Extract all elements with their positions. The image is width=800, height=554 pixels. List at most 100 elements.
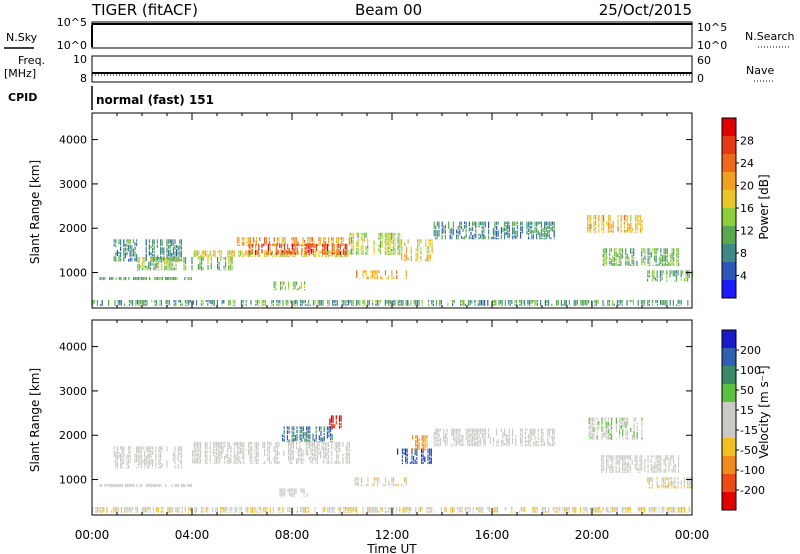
echo-cell [650, 251, 652, 258]
echo-cell [647, 455, 649, 463]
echo-cell [299, 285, 301, 289]
echo-cell [242, 300, 244, 304]
echo-cell [673, 256, 675, 262]
echo-cell [281, 488, 283, 493]
echo-cell [224, 456, 226, 461]
echo-cell [445, 507, 447, 512]
echo-cell [644, 507, 646, 513]
echo-cell [280, 286, 282, 291]
echo-cell [462, 236, 464, 240]
echo-cell [416, 435, 418, 443]
echo-cell [355, 251, 358, 255]
echo-cell [152, 512, 154, 513]
echo-cell [495, 300, 497, 306]
echo-cell [657, 460, 659, 463]
echo-cell [254, 240, 256, 243]
echo-cell [309, 426, 311, 430]
echo-cell [155, 461, 157, 467]
echo-cell [347, 457, 349, 461]
echo-cell [621, 248, 624, 254]
echo-cell [170, 257, 172, 262]
echo-cell [347, 461, 349, 464]
echo-cell [497, 221, 499, 225]
echo-cell [653, 255, 656, 262]
echo-cell [309, 434, 311, 440]
echo-cell [394, 232, 396, 237]
echo-cell [296, 507, 298, 510]
echo-cell [584, 300, 586, 305]
echo-cell [196, 441, 198, 449]
echo-cell [441, 221, 443, 228]
echo-cell [145, 265, 147, 268]
echo-cell [372, 507, 374, 513]
echo-cell [128, 507, 130, 512]
echo-cell [157, 277, 159, 280]
echo-cell [508, 232, 510, 238]
echo-cell [312, 452, 314, 457]
echo-cell [476, 428, 478, 436]
echo-cell [622, 421, 624, 429]
echo-cell [181, 511, 183, 513]
echo-cell [467, 428, 469, 434]
echo-cell [428, 250, 430, 254]
echo-cell [636, 432, 638, 440]
echo-cell [288, 248, 290, 255]
echo-cell [328, 244, 330, 246]
colorbar-swatch [722, 420, 736, 439]
echo-cell [611, 426, 613, 430]
echo-cell [392, 484, 395, 487]
echo-cell [92, 300, 94, 306]
echo-cell [605, 455, 608, 458]
echo-cell [345, 445, 347, 452]
echo-cell [118, 255, 120, 262]
echo-cell [228, 265, 230, 271]
echo-cell [223, 507, 225, 512]
echo-cell [610, 259, 612, 266]
echo-cell [220, 269, 222, 271]
echo-cell [295, 243, 297, 252]
echo-cell [537, 444, 539, 447]
echo-cell [346, 251, 348, 255]
echo-cell [253, 511, 255, 513]
echo-cell [140, 305, 142, 306]
echo-cell [223, 300, 225, 304]
echo-cell [564, 507, 566, 513]
echo-cell [627, 437, 629, 440]
echo-cell [548, 233, 550, 239]
echo-cell [202, 257, 204, 261]
echo-cell [217, 450, 219, 453]
echo-cell [666, 258, 668, 263]
echo-cell [112, 484, 114, 488]
echo-cell [413, 455, 415, 462]
echo-cell [250, 300, 252, 305]
echo-cell [396, 484, 398, 487]
echo-cell [384, 484, 387, 487]
echo-cell [315, 433, 317, 440]
echo-cell [117, 300, 119, 304]
echo-cell [293, 426, 295, 431]
echo-cell [354, 482, 356, 486]
echo-cell [379, 232, 382, 237]
echo-cell [115, 256, 117, 262]
echo-cell [663, 484, 665, 488]
echo-cell [241, 455, 243, 460]
echo-cell [348, 449, 350, 452]
echo-cell [674, 507, 676, 513]
echo-cell [197, 264, 199, 270]
echo-cell [553, 428, 555, 436]
echo-cell [164, 261, 166, 265]
echo-cell [292, 287, 294, 291]
echo-cell [359, 300, 361, 306]
echo-cell [470, 232, 472, 236]
echo-cell [655, 511, 657, 513]
echo-cell [112, 507, 114, 511]
echo-cell [511, 507, 513, 511]
echo-cell [436, 439, 438, 443]
echo-cell [618, 255, 620, 263]
echo-cell [341, 303, 343, 306]
echo-cell [482, 507, 484, 511]
echo-cell [671, 477, 673, 480]
echo-cell [101, 300, 103, 306]
echo-cell [478, 428, 480, 433]
echo-cell [137, 263, 139, 269]
